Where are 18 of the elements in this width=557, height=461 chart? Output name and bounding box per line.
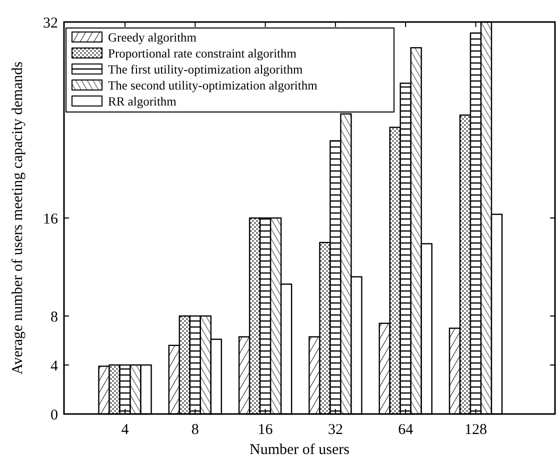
y-axis-title: Average number of users meeting capacity demands <box>10 61 26 374</box>
legend-label: The second utility-optimization algorithm <box>108 78 318 92</box>
y-tick-label: 16 <box>43 211 58 228</box>
y-tick-label: 32 <box>43 15 58 32</box>
y-tick-label: 0 <box>50 407 58 424</box>
x-tick-label: 4 <box>121 422 130 438</box>
x-tick-label: 128 <box>464 422 487 438</box>
x-tick-label: 8 <box>191 422 199 438</box>
legend-label: The first utility-optimization algorithm <box>108 62 304 76</box>
y-tick-label: 4 <box>50 358 58 374</box>
legend-label: RR algorithm <box>108 94 177 108</box>
y-tick-label: 8 <box>50 309 58 326</box>
legend-label: Proportional rate constraint algorithm <box>108 46 297 60</box>
x-axis-title: Number of users <box>250 442 350 458</box>
legend-label: Greedy algorithm <box>108 30 197 44</box>
x-tick-label: 16 <box>258 422 274 438</box>
x-tick-label: 32 <box>328 422 343 438</box>
x-tick-label: 64 <box>398 422 414 438</box>
